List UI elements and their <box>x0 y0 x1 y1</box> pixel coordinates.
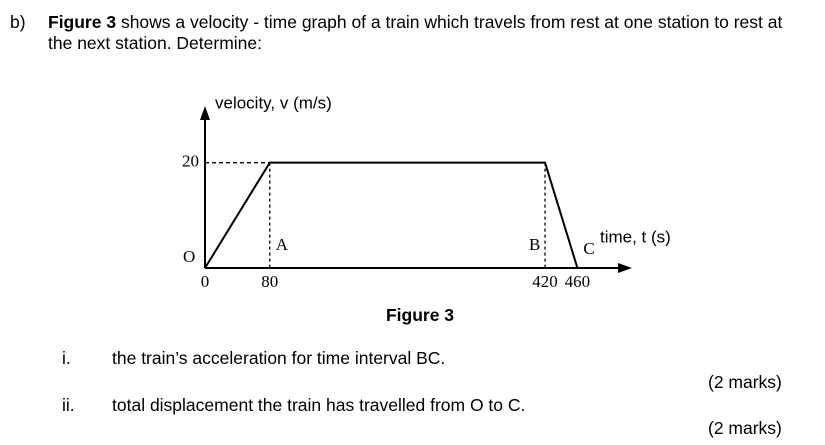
x-tick-label: 420 <box>532 272 558 291</box>
point-label: C <box>583 239 594 258</box>
point-label: O <box>183 247 195 266</box>
x-tick-label: 460 <box>565 272 591 291</box>
item-text: the train’s acceleration for time interv… <box>112 348 446 368</box>
item-marks: (2 marks) <box>708 372 782 392</box>
x-tick-label: 80 <box>261 272 278 291</box>
y-tick-label: 20 <box>182 152 199 171</box>
question-label: b) <box>10 12 26 32</box>
x-tick-label: 0 <box>201 272 210 291</box>
x-arrow <box>618 263 632 273</box>
item-label: i. <box>62 348 71 368</box>
y-axis-label: velocity, v (m/s) <box>215 93 332 112</box>
question-text: Figure 3 shows a velocity - time graph o… <box>48 12 788 54</box>
point-label: B <box>529 235 540 254</box>
item-marks: (2 marks) <box>708 418 782 438</box>
item-text: total displacement the train has travell… <box>112 395 526 415</box>
caption: Figure 3 <box>385 305 455 325</box>
question-body: shows a velocity - time graph of a train… <box>48 12 783 53</box>
y-arrow <box>200 106 210 120</box>
figure-ref: Figure 3 <box>48 12 117 32</box>
question: b) Figure 3 shows a velocity - time grap… <box>10 12 800 54</box>
item-label: ii. <box>62 395 75 415</box>
velocity-line <box>204 161 579 269</box>
x-axis-label: time, t (s) <box>600 227 671 246</box>
point-label: A <box>276 235 289 254</box>
